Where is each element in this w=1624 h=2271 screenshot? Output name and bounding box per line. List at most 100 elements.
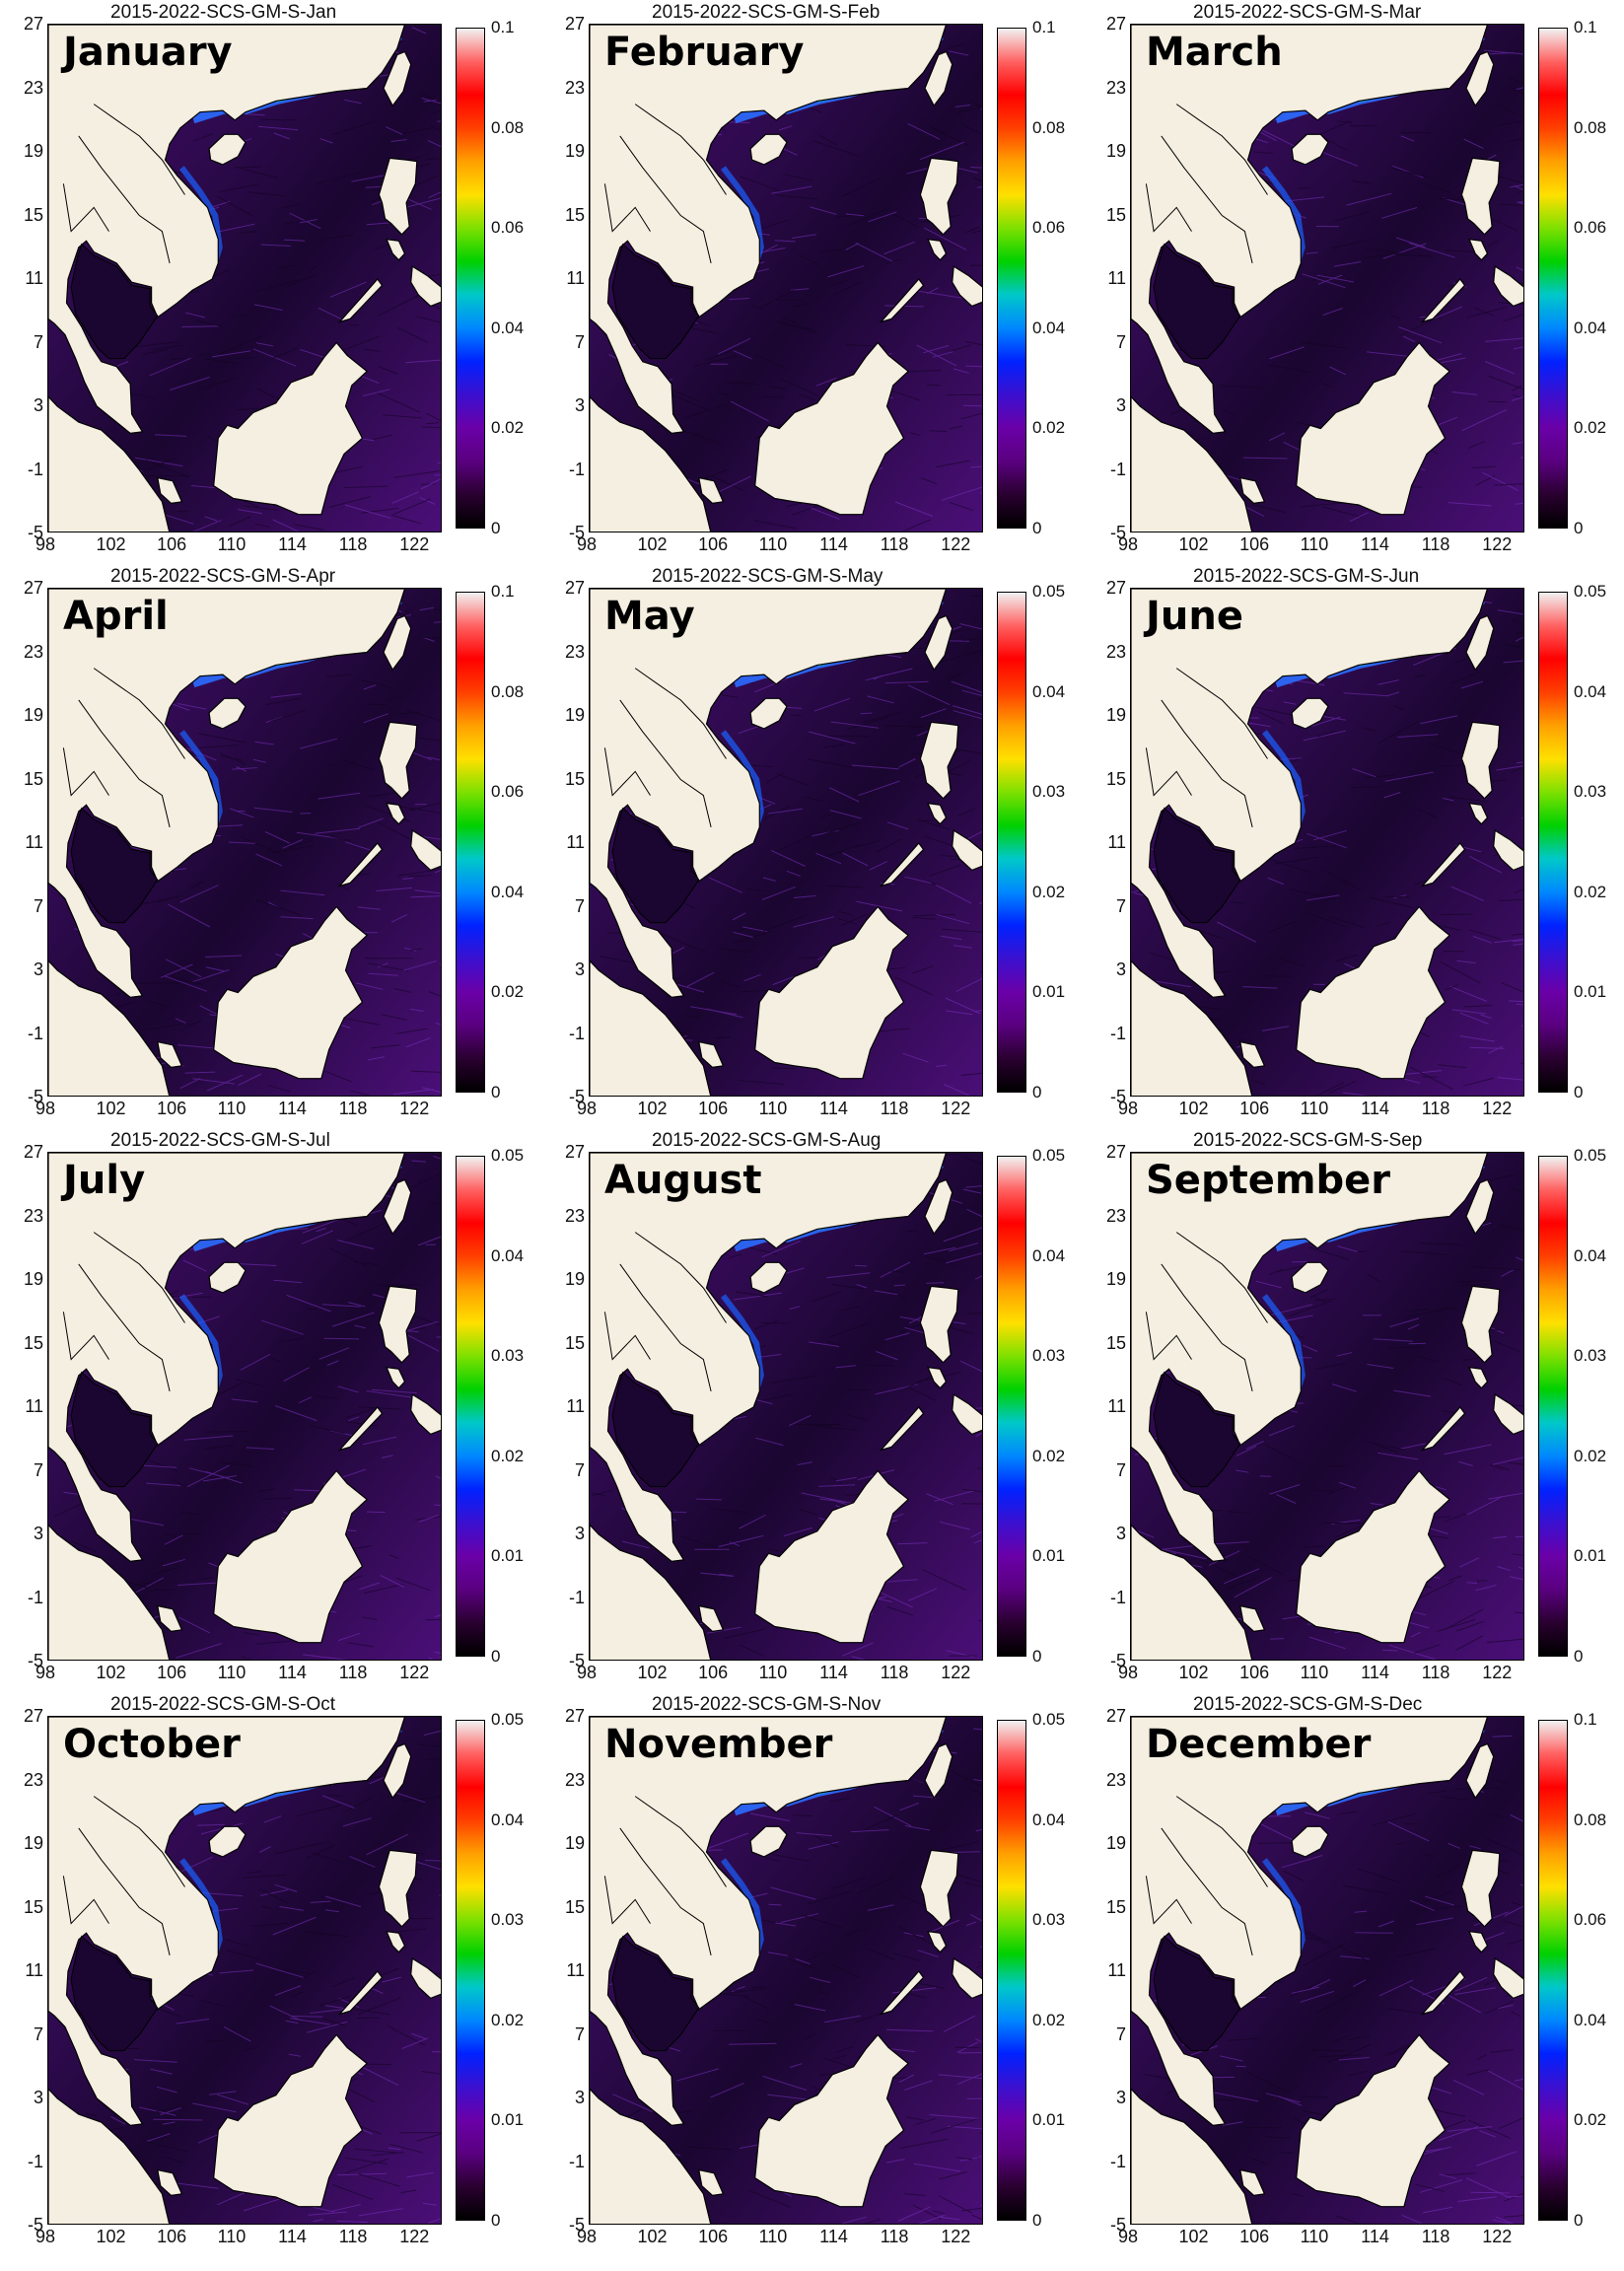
lat-tick-label: 23 [1105, 1205, 1126, 1226]
month-label: November [604, 1722, 833, 1767]
sea-map [590, 25, 982, 532]
lon-tick-label: 98 [1118, 1099, 1139, 1118]
colorbar-tick-label: 0.1 [1032, 18, 1056, 36]
map-plot-area [1130, 588, 1524, 1097]
sea-map [1131, 25, 1523, 532]
lat-tick-label: 11 [1107, 1396, 1126, 1416]
land [590, 1717, 982, 2224]
lon-tick-label: 122 [1482, 1099, 1513, 1118]
lat-tick-label: 11 [1107, 1960, 1126, 1980]
land [48, 589, 441, 1096]
colorbar [997, 1720, 1026, 2221]
lon-tick-label: 102 [637, 2227, 668, 2246]
colorbar-tick-label: 0.02 [1032, 2010, 1066, 2029]
colorbar-tick-label: 0.05 [1574, 1146, 1607, 1165]
lat-tick-label: 19 [1105, 1833, 1126, 1853]
map-plot-area [47, 1716, 442, 2225]
lat-tick-label: 19 [564, 141, 585, 161]
lat-tick-label: 3 [1115, 1524, 1126, 1543]
lat-tick-label: 23 [23, 77, 43, 98]
map-panel: 2015-2022-SCS-GM-S-Dec December 27 23 19 15 11… [1083, 1692, 1624, 2256]
lat-tick-label: 3 [574, 2088, 585, 2107]
colorbar [1538, 1156, 1568, 1657]
lat-tick-label: 19 [564, 1833, 585, 1853]
map-panel: 2015-2022-SCS-GM-S-May May 27 23 19 15 11 7 3 -1 -… [541, 564, 1083, 1128]
lat-tick-label: -1 [1109, 1023, 1126, 1043]
lat-tick-label: -5 [1109, 523, 1126, 542]
lat-tick-label: -1 [568, 2151, 585, 2171]
colorbar-tick-label: 0.02 [1574, 2110, 1607, 2130]
colorbar-tick-label: 0.04 [1574, 1245, 1607, 1265]
colorbar-tick-label: 0.05 [1032, 1146, 1066, 1165]
sea-map [1131, 589, 1523, 1096]
panel-title: 2015-2022-SCS-GM-S-Oct [110, 1694, 336, 1715]
lon-tick-label: 122 [941, 1663, 971, 1682]
land [1131, 589, 1523, 1096]
lat-tick-label: 27 [564, 1706, 585, 1726]
lon-tick-label: 118 [880, 1663, 909, 1682]
lat-tick-label: 19 [1105, 705, 1126, 725]
lat-tick-label: 15 [564, 1332, 585, 1353]
colorbar-tick-label: 0.06 [491, 218, 525, 238]
lon-tick-label: 102 [637, 1663, 668, 1682]
lat-tick-label: 11 [25, 1396, 43, 1416]
colorbar-tick-label: 0.04 [1032, 318, 1066, 337]
lon-tick-label: 106 [1239, 1099, 1270, 1118]
lon-tick-label: 106 [698, 2227, 729, 2246]
colorbar-tick-label: 0 [1032, 2211, 1042, 2230]
lat-tick-label: 27 [23, 14, 43, 34]
colorbar-tick-label: 0.03 [1032, 1910, 1066, 1930]
lon-tick-label: 110 [1300, 2227, 1329, 2246]
panel-title: 2015-2022-SCS-GM-S-May [652, 566, 883, 587]
lon-tick-label: 110 [758, 2227, 788, 2246]
colorbar-tick-label: 0.04 [1032, 1245, 1066, 1265]
month-label: March [1146, 30, 1283, 75]
colorbar-tick-label: 0.08 [491, 117, 525, 137]
panel-title: 2015-2022-SCS-GM-S-Feb [652, 2, 881, 23]
lat-tick-label: 23 [23, 1769, 43, 1790]
lon-tick-label: 118 [880, 1099, 909, 1118]
lat-tick-label: -5 [27, 523, 43, 542]
lat-tick-label: 23 [564, 1769, 585, 1790]
panel-title: 2015-2022-SCS-GM-S-Jul [110, 1130, 330, 1151]
lat-tick-label: 15 [564, 204, 585, 225]
lat-tick-label: 11 [566, 832, 585, 852]
land [590, 1153, 982, 1660]
lat-tick-label: -5 [568, 1651, 585, 1670]
colorbar [1538, 1720, 1568, 2221]
lat-tick-label: 3 [1115, 2088, 1126, 2107]
lat-tick-label: -5 [1109, 1651, 1126, 1670]
panel-title: 2015-2022-SCS-GM-S-Sep [1193, 1130, 1423, 1151]
colorbar-tick-label: 0.04 [1574, 681, 1607, 701]
lon-tick-label: 122 [1482, 534, 1513, 554]
land [48, 25, 441, 532]
lat-tick-label: 27 [1105, 578, 1126, 598]
lon-tick-label: 114 [1361, 2227, 1389, 2246]
land [590, 25, 982, 532]
month-label: May [604, 594, 695, 639]
colorbar-tick-label: 0 [1032, 1083, 1042, 1101]
map-panel: 2015-2022-SCS-GM-S-Apr April 27 23 19 15 11 7 3 -… [0, 564, 541, 1128]
colorbar-tick-label: 0.05 [491, 1710, 525, 1729]
lat-tick-label: 15 [23, 768, 43, 789]
lon-tick-label: 118 [1421, 1099, 1450, 1118]
lon-tick-label: 110 [217, 1099, 247, 1118]
lat-tick-label: 7 [1115, 1459, 1126, 1480]
map-plot-area [47, 24, 442, 532]
lat-tick-label: 19 [23, 1833, 43, 1853]
colorbar-tick-label: 0.06 [1032, 218, 1066, 238]
month-label: December [1146, 1722, 1372, 1767]
colorbar-tick-label: 0.04 [1032, 1810, 1066, 1829]
colorbar-tick-label: 0.08 [491, 681, 525, 701]
lon-tick-label: 122 [399, 1663, 430, 1682]
lon-tick-label: 110 [1300, 1663, 1329, 1682]
map-plot-area [1130, 1716, 1524, 2225]
month-label: February [604, 30, 805, 75]
lon-tick-label: 110 [758, 534, 788, 554]
lon-tick-label: 106 [698, 534, 729, 554]
month-label: January [63, 30, 233, 75]
colorbar-tick-label: 0.1 [1574, 1710, 1597, 1729]
sea-map [1131, 1717, 1523, 2224]
month-label: October [63, 1722, 241, 1767]
colorbar-tick-label: 0.02 [1032, 1446, 1066, 1465]
